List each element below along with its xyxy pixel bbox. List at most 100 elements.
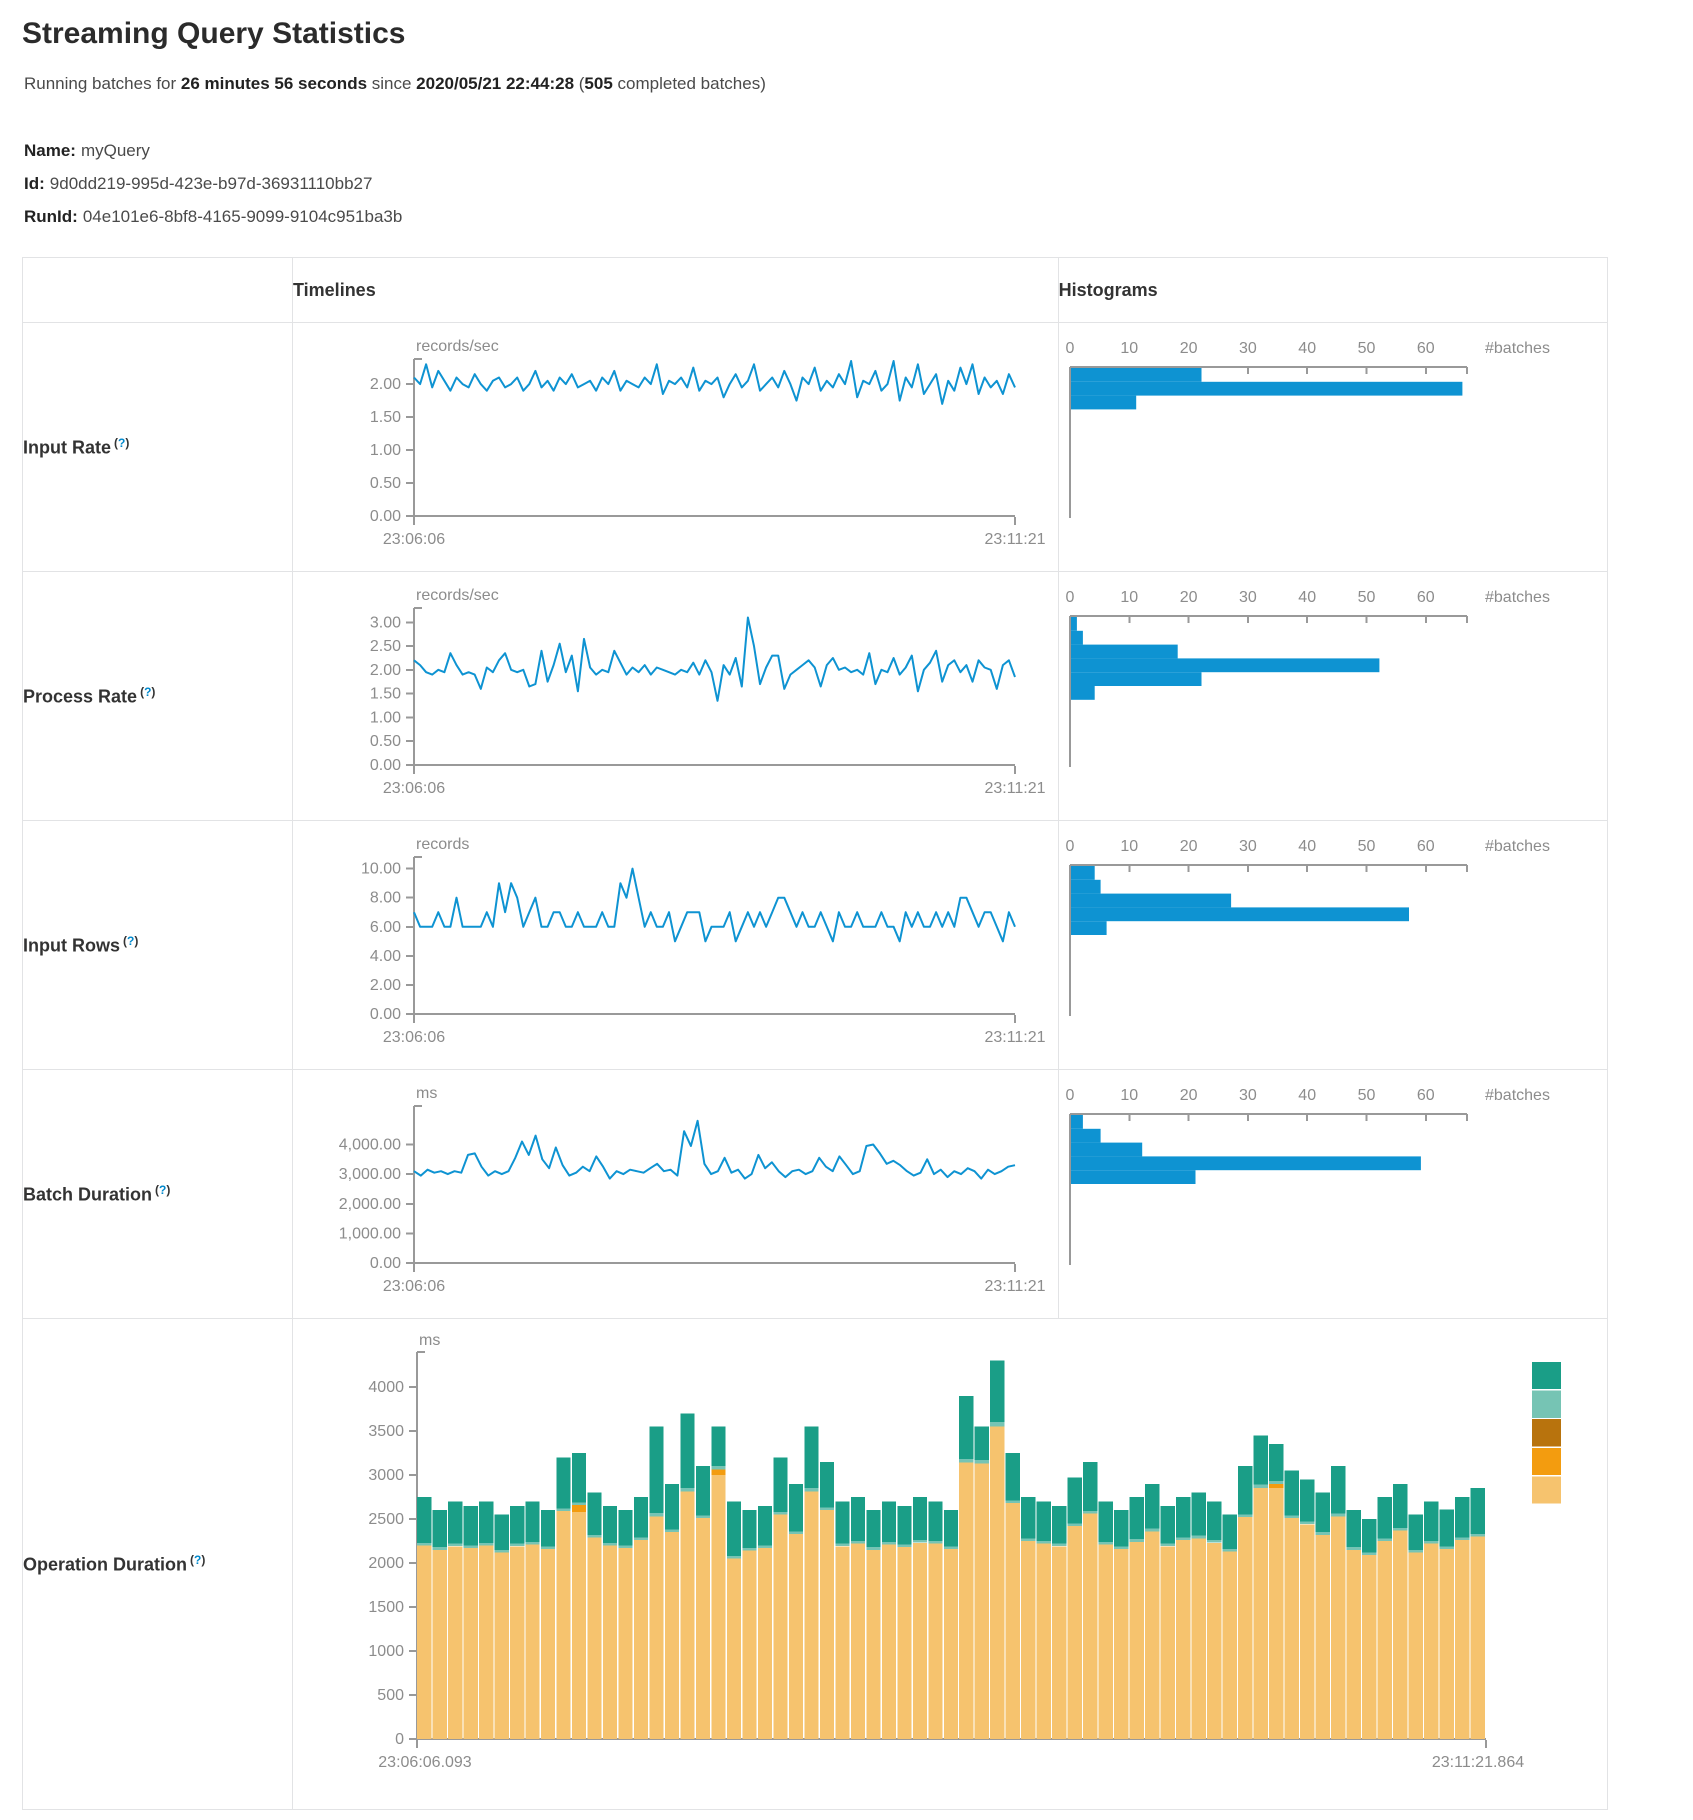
bar-segment xyxy=(494,1514,509,1550)
bar-segment xyxy=(432,1547,447,1550)
bar-segment xyxy=(448,1543,463,1547)
help-icon[interactable]: (?) xyxy=(155,1182,171,1197)
bar-segment xyxy=(587,1534,602,1538)
axes xyxy=(1068,615,1468,767)
svg-text:20: 20 xyxy=(1179,1087,1197,1104)
bar-segment xyxy=(881,1544,897,1739)
bar-segment xyxy=(1346,1549,1361,1739)
bar-segment xyxy=(928,1543,943,1739)
svg-text:30: 30 xyxy=(1239,1087,1257,1104)
svg-text:60: 60 xyxy=(1416,340,1434,357)
hist-bar xyxy=(1070,1128,1101,1143)
series-line xyxy=(413,616,1016,702)
help-icon[interactable]: (?) xyxy=(190,1552,206,1567)
bar-segment xyxy=(1331,1466,1346,1514)
bar-segment xyxy=(1114,1548,1129,1739)
bar-segment xyxy=(417,1542,432,1546)
bar-segment xyxy=(1207,1542,1222,1739)
bar-segment xyxy=(1083,1513,1098,1739)
bar-segment xyxy=(711,1466,726,1470)
bar-segment xyxy=(742,1550,757,1739)
bar-segment xyxy=(525,1501,540,1542)
bar-segment xyxy=(788,1483,804,1532)
query-run-id: 04e101e6-8bf8-4165-9099-9104c951ba3b xyxy=(82,207,403,226)
bar-segment xyxy=(959,1395,974,1460)
axes xyxy=(1068,864,1468,1016)
bar-segment xyxy=(835,1543,850,1547)
svg-text:23:06:06: 23:06:06 xyxy=(383,1278,445,1295)
bar-segment xyxy=(633,1497,649,1538)
legend-swatch xyxy=(1532,1419,1561,1447)
bar-segment xyxy=(540,1510,556,1547)
bar-segment xyxy=(1114,1510,1129,1547)
bar-segment xyxy=(850,1541,866,1544)
bar-segment xyxy=(1191,1492,1206,1536)
bar-segment xyxy=(1238,1514,1253,1518)
svg-text:30: 30 xyxy=(1239,589,1257,606)
bar-segment xyxy=(1083,1461,1098,1512)
svg-text:2000: 2000 xyxy=(368,1555,404,1572)
query-name-line: Name: myQuery xyxy=(24,141,150,160)
svg-text:ms: ms xyxy=(416,1085,437,1102)
bar-segment xyxy=(1036,1543,1051,1739)
bar-segment xyxy=(664,1529,680,1533)
bar-segment xyxy=(463,1548,478,1739)
svg-text:30: 30 xyxy=(1239,838,1257,855)
help-icon[interactable]: (?) xyxy=(114,435,130,450)
bar-segment xyxy=(1222,1551,1237,1739)
input-rows-histogram-chart: 0 10 20 30 40 50 60 #batches xyxy=(1065,838,1550,1016)
bar-segment xyxy=(1238,1517,1253,1739)
bar-segment xyxy=(804,1426,819,1489)
bar-segment xyxy=(618,1545,633,1548)
bar-segment xyxy=(602,1545,618,1739)
bar-segment xyxy=(1021,1497,1036,1539)
bar-segment xyxy=(1067,1523,1082,1526)
bar-segment xyxy=(835,1546,850,1739)
legend-swatch xyxy=(1532,1362,1561,1390)
bar-segment xyxy=(1439,1548,1454,1739)
bar-segment xyxy=(881,1541,897,1545)
row-label-batch-duration: Batch Duration xyxy=(23,1184,153,1205)
bar-segment xyxy=(417,1545,432,1739)
input-rate-histogram-chart: 0 10 20 30 40 50 60 #batches xyxy=(1065,340,1550,518)
svg-text:40: 40 xyxy=(1298,340,1316,357)
bar-segment xyxy=(1129,1541,1144,1739)
svg-text:10: 10 xyxy=(1120,838,1138,855)
bar-segment xyxy=(510,1546,525,1739)
column-header-timelines: Timelines xyxy=(292,257,1059,323)
legend xyxy=(1532,1362,1561,1504)
svg-text:30: 30 xyxy=(1239,340,1257,357)
svg-text:3.00: 3.00 xyxy=(370,614,401,631)
process-rate-timeline-chart: 0.00 0.50 1.00 1.50 2.00 2.50 3.00 records/sec 2… xyxy=(370,587,1046,797)
hist-bar xyxy=(1070,879,1101,894)
bar-segment xyxy=(1114,1546,1129,1549)
bar-segment xyxy=(943,1510,959,1547)
svg-text:23:11:21: 23:11:21 xyxy=(984,1029,1045,1046)
legend-swatch xyxy=(1532,1476,1561,1504)
svg-text:6.00: 6.00 xyxy=(370,919,401,936)
bar-segment xyxy=(479,1542,494,1546)
hist-bar xyxy=(1070,921,1107,935)
svg-text:23:11:21.864: 23:11:21.864 xyxy=(1432,1754,1524,1771)
hist-bar xyxy=(1070,381,1462,396)
svg-text:0.00: 0.00 xyxy=(370,1255,401,1272)
svg-text:0: 0 xyxy=(1065,838,1074,855)
svg-text:3000: 3000 xyxy=(368,1467,404,1484)
svg-text:23:11:21: 23:11:21 xyxy=(984,780,1045,797)
svg-text:2.50: 2.50 xyxy=(370,638,401,655)
bar-segment xyxy=(1470,1488,1485,1534)
query-id: 9d0dd219-995d-423e-b97d-36931110bb27 xyxy=(49,174,373,193)
bar-segment xyxy=(1145,1483,1160,1529)
svg-text:4000: 4000 xyxy=(368,1379,404,1396)
help-icon[interactable]: (?) xyxy=(123,933,139,948)
svg-text:1.00: 1.00 xyxy=(370,709,401,726)
hist-bar xyxy=(1070,395,1136,410)
bar-segment xyxy=(943,1548,959,1739)
svg-text:50: 50 xyxy=(1357,838,1375,855)
bar-segment xyxy=(1331,1513,1346,1517)
bar-segment xyxy=(1005,1453,1020,1501)
query-name: myQuery xyxy=(80,141,150,160)
bar-segment xyxy=(1207,1501,1222,1541)
help-icon[interactable]: (?) xyxy=(140,684,156,699)
bar-segment xyxy=(928,1541,943,1544)
